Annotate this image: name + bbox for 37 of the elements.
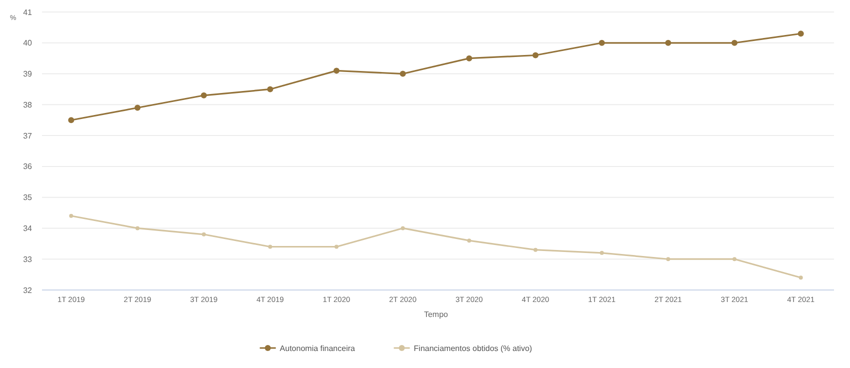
- point: [200, 92, 207, 98]
- y-tick-label: 33: [23, 254, 33, 264]
- y-tick-label: 39: [23, 70, 33, 79]
- y-tick-label: 40: [23, 38, 33, 48]
- point: [532, 52, 538, 58]
- legend-label: Autonomia financeira: [280, 344, 356, 353]
- point: [68, 117, 74, 124]
- point: [466, 55, 472, 62]
- point: [467, 238, 472, 243]
- point: [400, 226, 405, 230]
- point: [334, 68, 340, 74]
- y-tick-label: 35: [23, 193, 33, 202]
- point: [400, 70, 406, 77]
- point: [136, 226, 140, 230]
- point: [534, 248, 538, 252]
- point: [267, 86, 274, 92]
- point: [666, 257, 670, 262]
- point: [600, 250, 604, 255]
- point: [665, 40, 672, 46]
- point: [334, 244, 338, 249]
- point: [598, 40, 605, 46]
- legend-label: Financiamentos obtidos (% ativo): [414, 344, 532, 353]
- y-tick-label: 38: [23, 100, 33, 110]
- point: [732, 257, 736, 262]
- point: [69, 214, 74, 218]
- y-tick-label: 37: [23, 131, 33, 140]
- point: [732, 40, 738, 46]
- point: [134, 104, 140, 111]
- y-tick-label: 34: [23, 224, 33, 234]
- y-tick-label: 41: [23, 8, 33, 17]
- x-axis-title: Tempo: [424, 310, 449, 319]
- point: [798, 30, 804, 37]
- point: [268, 244, 272, 249]
- point: [202, 232, 206, 236]
- y-tick-label: 32: [23, 286, 33, 295]
- y-tick-label: 36: [23, 162, 33, 172]
- point: [798, 276, 803, 280]
